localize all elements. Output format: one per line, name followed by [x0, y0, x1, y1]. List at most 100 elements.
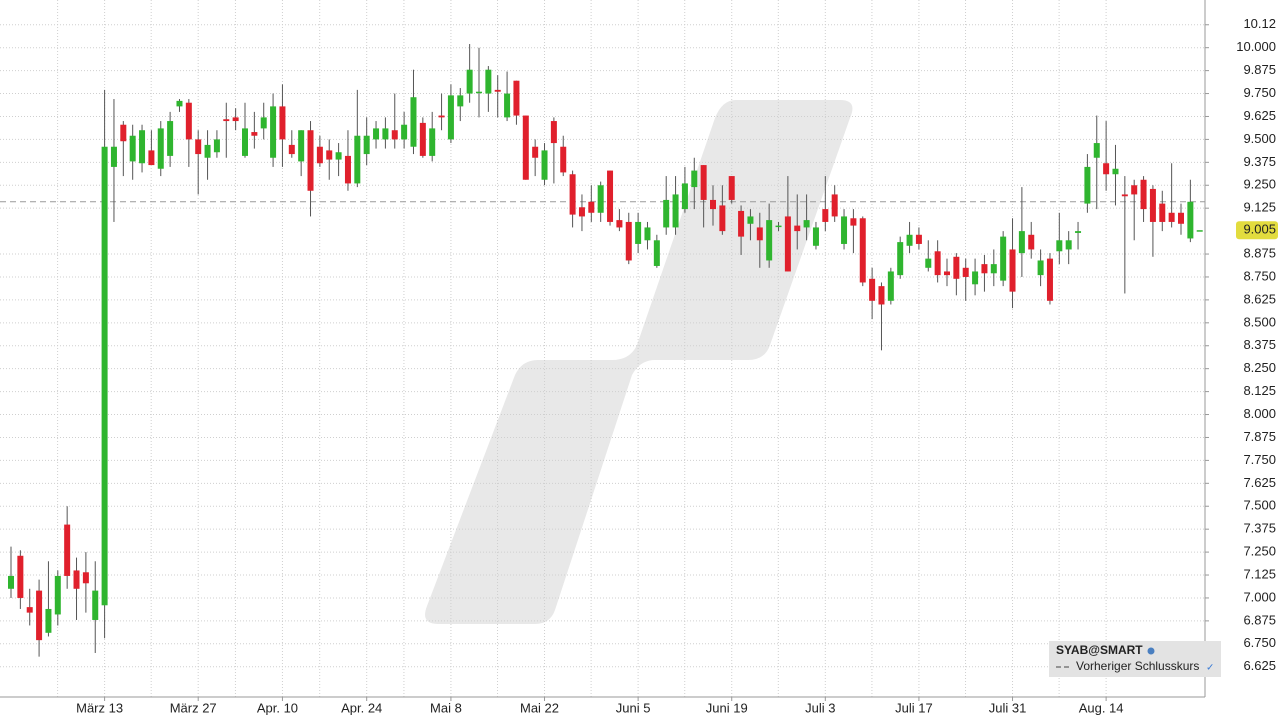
watermark-shape [425, 100, 853, 624]
candle-body [1000, 236, 1007, 281]
candle-body [45, 608, 52, 633]
candle-body [1093, 143, 1100, 158]
y-tick-label: 6.750 [1243, 635, 1276, 650]
candle-body [775, 225, 782, 228]
candle-body [934, 251, 941, 276]
candle-body [738, 210, 745, 237]
candle-body [1149, 188, 1156, 222]
candle-body [1103, 163, 1110, 175]
candle-body [1131, 185, 1138, 195]
candle-body [1046, 258, 1053, 301]
candle-body [962, 267, 969, 277]
y-tick-label: 6.625 [1243, 658, 1276, 673]
candle-body [213, 139, 220, 153]
y-tick-label: 7.000 [1243, 589, 1276, 604]
candle-body [1178, 212, 1184, 224]
candle-body [691, 170, 698, 188]
candle-body [223, 119, 230, 122]
y-tick-label: 7.875 [1243, 429, 1276, 444]
candle-body [120, 124, 127, 142]
y-tick-label: 9.250 [1243, 177, 1276, 192]
candle-body [1159, 203, 1166, 222]
candles [8, 44, 1203, 657]
candle-body [438, 115, 445, 118]
legend-check[interactable]: ✓ [1206, 663, 1214, 674]
candle-body [728, 176, 735, 200]
candle-body [513, 80, 520, 116]
candle-body [419, 122, 426, 156]
candle-body [1187, 201, 1194, 239]
candle-body [307, 130, 314, 191]
legend-symbol: SYAB@SMART [1056, 643, 1143, 657]
candle-body [822, 209, 829, 222]
x-tick-label: Apr. 10 [257, 700, 298, 715]
candle-body [476, 91, 482, 94]
y-tick-label: 8.500 [1243, 314, 1276, 329]
candle-body [185, 102, 192, 140]
candle-body [82, 572, 89, 584]
candle-body [1140, 179, 1147, 210]
candle-body [335, 152, 342, 160]
candle-body [710, 199, 716, 210]
y-tick-label: 8.000 [1243, 406, 1276, 421]
y-tick-label: 9.750 [1243, 85, 1276, 100]
y-tick-label: 8.375 [1243, 337, 1276, 352]
candle-body [1056, 240, 1063, 252]
candle-body [635, 221, 642, 244]
candle-body [812, 227, 819, 246]
candle-body [8, 575, 14, 589]
y-tick-label: 8.125 [1243, 383, 1276, 398]
candle-body [251, 132, 258, 136]
y-tick-label: 6.875 [1243, 612, 1276, 627]
candle-body [382, 128, 389, 140]
candle-body [915, 234, 922, 244]
candle-body [607, 170, 614, 222]
candle-body [457, 95, 464, 107]
legend-label: Vorheriger Schlusskurs [1076, 659, 1199, 673]
candle-body [906, 234, 913, 246]
y-tick-label: 8.250 [1243, 360, 1276, 375]
axes: 6.625 6.750 6.875 7.000 7.125 7.250 7.375 7.500… [76, 16, 1278, 715]
candle-body [588, 201, 595, 213]
candle-body [850, 218, 857, 226]
candle-body [897, 242, 904, 276]
y-tick-label: 9.875 [1243, 62, 1276, 77]
candle-body [504, 93, 511, 118]
candle-body [1196, 230, 1203, 232]
candle-body [298, 130, 305, 162]
candle-body [64, 524, 71, 576]
candle-body [17, 555, 24, 598]
candle-body [878, 286, 885, 305]
candle-body [841, 216, 848, 244]
candle-body [494, 89, 501, 92]
last-price-box [1236, 221, 1278, 240]
x-tick-label: Aug. 14 [1079, 700, 1124, 715]
candle-body [1028, 234, 1035, 250]
candle-body [354, 135, 361, 184]
candle-body [157, 128, 164, 169]
legend: SYAB@SMART Vorheriger Schlusskurs ✓ [1049, 641, 1221, 677]
candle-body [110, 146, 117, 167]
candle-body [242, 128, 248, 156]
candle-body [794, 225, 801, 232]
candle-body [139, 130, 146, 164]
candle-body [1112, 168, 1119, 175]
candle-body [260, 117, 267, 129]
last-price-label: 9.005 [1243, 222, 1276, 237]
legend-icon[interactable] [1147, 647, 1155, 655]
candle-body [869, 278, 876, 301]
x-tick-label: März 13 [76, 700, 123, 715]
candle-body [410, 97, 417, 147]
candle-body [344, 155, 351, 184]
candle-body [204, 144, 211, 158]
candle-body [625, 221, 632, 261]
y-tick-label: 7.500 [1243, 498, 1276, 513]
y-tick-label: 9.375 [1243, 154, 1276, 169]
candle-body [578, 207, 585, 217]
candle-body [859, 218, 866, 283]
candle-body [990, 264, 997, 274]
candle-body [101, 146, 108, 606]
candle-body [485, 69, 492, 94]
y-tick-label: 7.625 [1243, 475, 1276, 490]
